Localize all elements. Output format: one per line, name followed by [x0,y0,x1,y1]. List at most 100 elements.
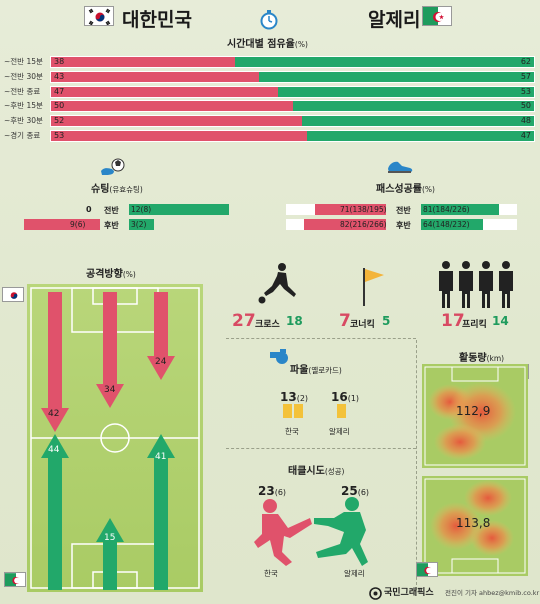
possession-korea-value: 50 [54,101,65,111]
yellow-card-icon [283,404,292,418]
possession-korea-value: 52 [54,116,65,126]
tackles-korea-value: 23(6) [258,484,287,498]
passes-title: 패스성공률(%) [376,184,435,195]
passes-first-half-label: 전반 [396,206,411,215]
freekick-label: 프리킥 [462,320,487,330]
passes-korea-second: 82(216/266) [340,220,387,229]
shots-algeria-first: 12(8) [131,205,152,214]
possession-row: ~전반 15분 38 62 [4,56,535,68]
cross-korea: 27 [232,311,256,331]
possession-bar: 52 48 [50,115,535,128]
possession-algeria-segment: 47 [306,131,534,141]
possession-bar: 53 47 [50,130,535,142]
tackles-algeria-label: 알제리 [344,569,365,578]
fouls-algeria-label: 알제리 [329,427,350,436]
corner-algeria: 5 [382,314,391,328]
whistle-icon [268,348,290,368]
cross-label: 크로스 [255,320,280,330]
shots-korea-first: 0 [86,205,92,214]
algeria-flag [422,6,452,26]
activity-algeria-heatmap: 113,8 [422,476,528,576]
soccer-shoe-icon [100,157,126,181]
possession-algeria-value: 48 [520,116,531,126]
shots-algeria-first-bar [129,204,229,215]
divider-fouls [226,448,416,449]
possession-row: ~전반 종료 47 53 [4,85,535,98]
possession-algeria-value: 50 [520,101,531,111]
tackle-players-icon [248,496,378,572]
divider-setpieces [226,338,416,339]
shots-algeria-second-bar [129,219,154,230]
possession-row-label: ~전반 종료 [4,86,41,96]
passes-korea-first-bar [315,204,386,215]
passes-algeria-second-bar [421,219,483,230]
divider-vertical [416,340,417,590]
home-team-name: 대한민국 [122,9,192,31]
yellow-card-icon [337,404,346,418]
passes-korea-second-bar [304,219,386,230]
activity-korea-value: 112,9 [456,404,491,418]
possession-algeria-value: 53 [520,86,531,96]
algeria-arrow-center-value: 15 [104,533,116,543]
possession-row-label: ~전반 30분 [4,71,43,81]
shots-first-half-label: 전반 [104,206,119,215]
tackles-korea-label: 한국 [264,569,278,578]
shots-algeria-second: 3(2) [131,220,147,229]
possession-row: ~경기 종료 53 47 [4,130,535,142]
possession-bar: 38 62 [50,56,535,68]
possession-bar: 47 53 [50,85,535,98]
shots-korea-second-bar [24,219,100,230]
possession-korea-value: 53 [54,131,65,140]
korea-arrow-left-value: 42 [48,409,60,419]
algeria-arrow-left-value: 44 [48,445,60,455]
korea-arrow-right [147,292,175,384]
fouls-title: 파울(옐로카드) [290,365,342,376]
possession-korea-segment: 47 [51,86,278,97]
possession-korea-segment: 50 [51,101,293,112]
cross-algeria: 18 [286,314,303,328]
possession-bar: 43 57 [50,70,535,83]
possession-algeria-segment: 53 [278,86,534,97]
algeria-arrow-left [41,434,69,594]
passes-korea-first: 71(138/195) [340,205,387,214]
algeria-flag-attack [4,572,26,587]
passes-algeria-first-bar [421,204,499,215]
fouls-algeria-value: 16(1) [331,390,360,404]
tackles-title: 태클시도(성공) [288,466,345,477]
attack-pitch: 42 34 24 44 15 41 [27,284,203,592]
kicking-player-icon [256,262,300,310]
possession-korea-segment: 38 [51,57,235,67]
footer-brand: 국민그래픽스 [384,588,434,598]
freekick-korea: 17 [441,311,465,331]
korea-arrow-center [96,292,124,412]
brand-logo-icon [369,585,382,604]
possession-row: ~후반 30분 52 48 [4,115,535,128]
activity-algeria-value: 113,8 [456,516,491,530]
passes-second-half-label: 후반 [396,221,411,230]
algeria-flag-activity [416,562,438,577]
corner-label: 코너킥 [350,320,375,330]
possession-row: ~후반 15분 50 50 [4,100,535,113]
korea-flag [84,6,114,26]
shots-korea-second: 9(6) [70,220,86,229]
activity-title: 활동량(km) [459,353,505,364]
freekick-wall-icon [436,260,518,312]
sneaker-icon [386,158,414,178]
possession-korea-value: 38 [54,57,65,66]
away-team-name: 알제리 [368,9,421,31]
possession-algeria-segment: 50 [292,101,534,112]
possession-algeria-segment: 57 [258,71,534,82]
stopwatch-icon [260,10,278,34]
possession-row: ~전반 30분 43 57 [4,70,535,83]
korea-arrow-right-value: 24 [155,357,167,367]
activity-korea-heatmap: 112,9 [422,364,528,468]
footer-credit: 전진이 기자 ahbez@kmib.co.kr [445,589,540,597]
passes-algeria-second: 64(148/232) [423,220,470,229]
possession-algeria-value: 57 [520,71,531,81]
possession-row-label: ~후반 15분 [4,101,43,111]
algeria-arrow-right [147,434,175,594]
possession-algeria-value: 62 [520,57,531,66]
passes-algeria-first: 81(184/226) [423,205,470,214]
possession-korea-value: 43 [54,71,65,81]
corner-flag-icon [360,266,386,310]
